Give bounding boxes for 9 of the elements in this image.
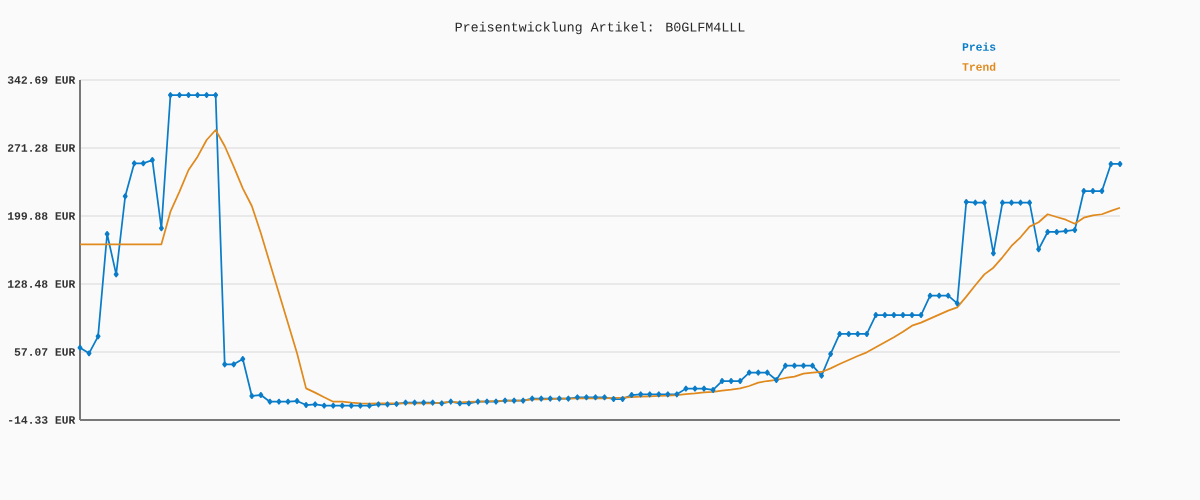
y-tick-label: 271.28 EUR [7,144,76,152]
y-tick-label: 199.88 EUR [8,212,76,220]
y-tick-label: 57.07 EUR [14,348,76,356]
y-tick-label: 128.48 EUR [8,280,76,288]
y-tick-label: -14.33 EUR [9,416,76,424]
text: Preis [962,42,996,51]
text: Trend [962,62,996,71]
chart-title: Preisentwicklung Artikel: B0GLFM4LLL [455,21,745,35]
y-tick-label: 342.69 EUR [7,76,76,84]
